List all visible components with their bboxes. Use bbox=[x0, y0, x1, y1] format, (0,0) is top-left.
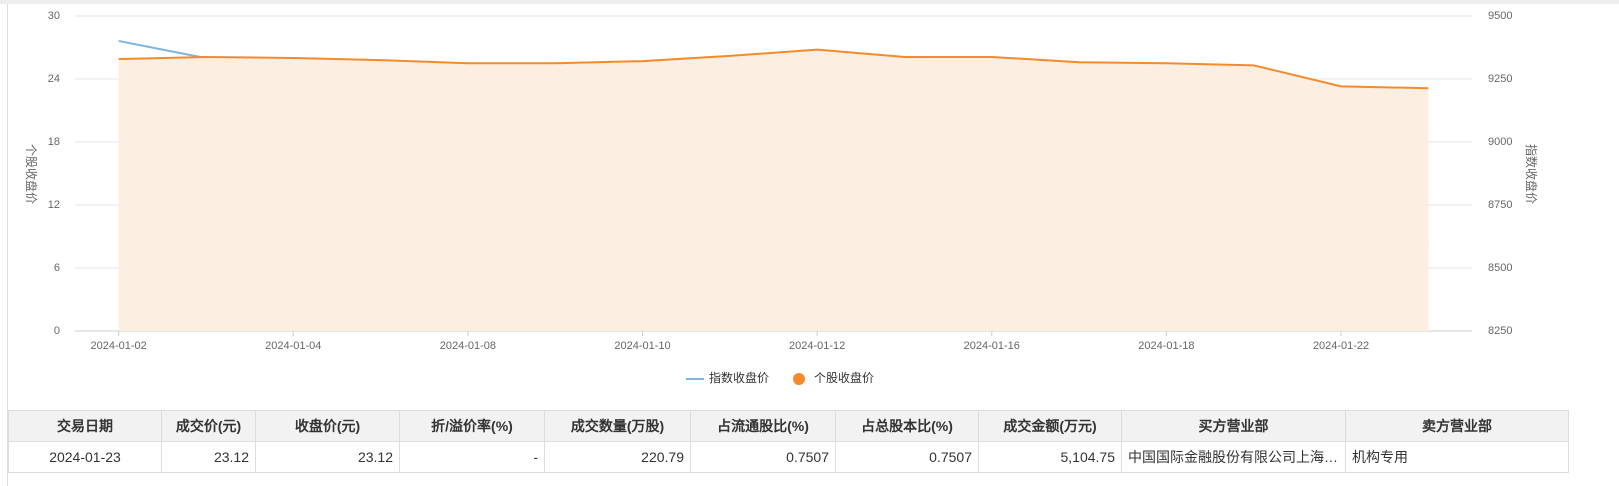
legend-marker bbox=[793, 373, 805, 385]
y2-tick-label: 9250 bbox=[1488, 73, 1512, 85]
x-tick-label: 2024-01-18 bbox=[1138, 340, 1194, 352]
table-cell: 0.7507 bbox=[690, 441, 836, 473]
y2-axis-label: 指数收盘价 bbox=[1524, 144, 1539, 204]
table-cell: 机构专用 bbox=[1345, 441, 1569, 473]
table-row: 2024-01-23 23.12 23.12-220.79 0.7507 0.7507 5… bbox=[8, 441, 1569, 473]
header-row: 交易日期 成交价(元) 收盘价(元) 折/溢价率(%) 成交数量(万股) 占流通股比(%)… bbox=[8, 410, 1569, 442]
header-cell: 占总股本比(%) bbox=[835, 410, 979, 442]
table-body: 2024-01-23 23.12 23.12-220.79 0.7507 0.7507 5… bbox=[8, 441, 1569, 473]
table-cell: 220.79 bbox=[544, 441, 691, 473]
y-tick-label: 6 bbox=[54, 262, 60, 274]
x-tick-label: 2024-01-12 bbox=[789, 340, 845, 352]
top-band bbox=[0, 0, 1619, 4]
area bbox=[118, 49, 1429, 331]
y2-tick-label: 8750 bbox=[1488, 199, 1512, 211]
y-tick-label: 0 bbox=[54, 325, 60, 337]
header-cell: 成交价(元) bbox=[161, 410, 256, 442]
x-tick-label: 2024-01-04 bbox=[265, 340, 321, 352]
x-tick-label: 2024-01-08 bbox=[440, 340, 496, 352]
y-axis-label: 个股收盘价 bbox=[24, 144, 39, 204]
y2-tick-label: 9500 bbox=[1488, 10, 1512, 22]
table-cell: 23.12 bbox=[161, 441, 256, 473]
header-cell: 折/溢价率(%) bbox=[399, 410, 545, 442]
y2-tick-label: 8250 bbox=[1488, 325, 1512, 337]
x-tick-label: 2024-01-10 bbox=[614, 340, 670, 352]
table-cell: 23.12 bbox=[255, 441, 400, 473]
header-cell: 交易日期 bbox=[8, 410, 162, 442]
header-cell: 成交数量(万股) bbox=[544, 410, 691, 442]
table-cell: - bbox=[399, 441, 545, 473]
y-tick-label: 24 bbox=[48, 73, 60, 85]
y-tick-label: 18 bbox=[48, 136, 60, 148]
y2-tick-label: 8500 bbox=[1488, 262, 1512, 274]
table-cell: 2024-01-23 bbox=[8, 441, 162, 473]
header-cell: 成交金额(万元) bbox=[978, 410, 1122, 442]
table-cell: 中国国际金融股份有限公司上海… bbox=[1121, 441, 1346, 473]
x-tick-label: 2024-01-22 bbox=[1313, 340, 1369, 352]
header-cell: 收盘价(元) bbox=[255, 410, 400, 442]
legend-label: 指数收盘价 bbox=[709, 370, 769, 385]
x-tick-label: 2024-01-16 bbox=[964, 340, 1020, 352]
table-cell: 0.7507 bbox=[835, 441, 979, 473]
line bbox=[118, 48, 1429, 90]
header-cell: 卖方营业部 bbox=[1345, 410, 1569, 442]
table-cell: 5,104.75 bbox=[978, 441, 1122, 473]
header-cell: 买方营业部 bbox=[1121, 410, 1346, 442]
panel bbox=[7, 0, 1619, 486]
trade-table: 交易日期 成交价(元) 收盘价(元) 折/溢价率(%) 成交数量(万股) 占流通股比(%)… bbox=[8, 410, 1569, 473]
chart: 个股收盘价 指数收盘价 0 6 12 18 24 30 8250 8500 8750 9000 92… bbox=[0, 0, 1619, 385]
y2-tick-label: 9000 bbox=[1488, 136, 1512, 148]
y-tick-label: 30 bbox=[48, 10, 60, 22]
header-cell: 占流通股比(%) bbox=[690, 410, 836, 442]
y-tick-label: 12 bbox=[48, 199, 60, 211]
x-tick-label: 2024-01-02 bbox=[91, 340, 147, 352]
legend-label: 个股收盘价 bbox=[814, 370, 874, 385]
